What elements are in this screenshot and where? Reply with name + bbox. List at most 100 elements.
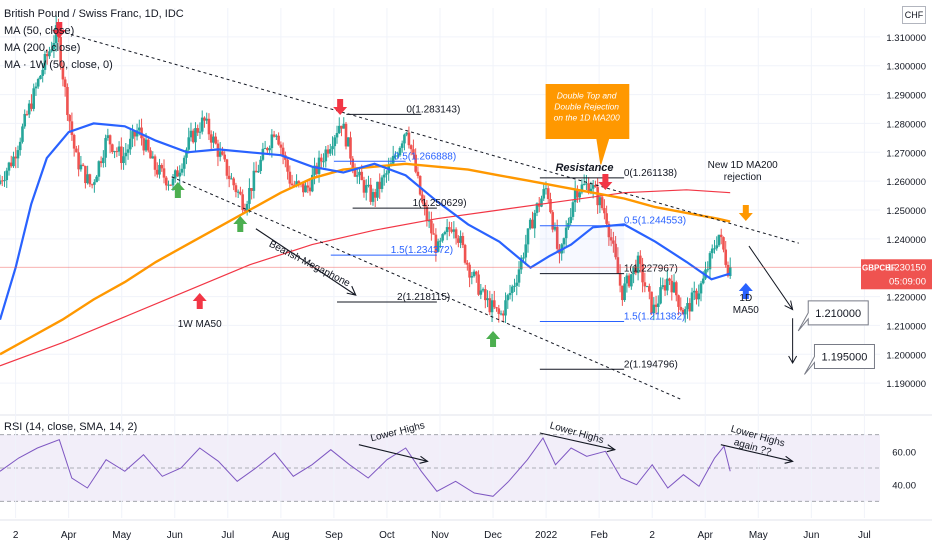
candle-body — [582, 183, 586, 185]
symbol-title: British Pound / Swiss Franc, 1D, IDC — [4, 8, 184, 20]
candle-body — [544, 188, 548, 190]
candle-body — [488, 298, 492, 313]
candle-body — [373, 192, 377, 198]
candle-body — [708, 253, 712, 270]
candle-body — [41, 69, 44, 76]
candle-body — [681, 309, 685, 315]
candle-body — [358, 171, 361, 176]
price-tick: 1.190000 — [886, 379, 926, 390]
candle-body — [111, 144, 114, 153]
candle-body — [436, 241, 440, 252]
candle-body — [129, 138, 132, 150]
candle-body — [378, 181, 382, 189]
legend-ma50: MA (50, close) — [4, 25, 75, 37]
candle-body — [454, 229, 458, 239]
candle-body — [295, 181, 298, 186]
candle-body — [346, 137, 350, 147]
candle-body — [164, 177, 168, 186]
candle-body — [335, 133, 339, 138]
candle-body — [457, 238, 460, 243]
candle-body — [515, 282, 519, 286]
candle-body — [594, 185, 597, 188]
candle-body — [697, 293, 701, 300]
candle-body — [580, 184, 584, 193]
candle-body — [432, 233, 435, 235]
arrow-up-blue-1d — [738, 283, 753, 299]
last-price-tag — [861, 259, 932, 290]
candle-body — [535, 203, 539, 213]
candle-body — [587, 183, 590, 193]
candle-body — [317, 157, 321, 174]
candle-body — [203, 117, 206, 121]
candle-body — [39, 75, 42, 80]
candle-body — [90, 184, 94, 186]
arrow-down-red — [333, 99, 348, 115]
candle-body — [728, 267, 732, 277]
candle-body — [683, 309, 687, 315]
candle-body — [699, 283, 703, 294]
ma-200-line — [0, 162, 731, 356]
candle-body — [513, 285, 516, 287]
candle-body — [666, 278, 669, 291]
candle-body — [243, 209, 247, 212]
candle-body — [221, 151, 224, 155]
candle-body — [99, 161, 103, 164]
candle-body — [414, 154, 417, 172]
arrow-down-orange — [738, 205, 753, 221]
candle-body — [690, 292, 694, 312]
candle-body — [715, 245, 719, 249]
candle-body — [632, 266, 635, 275]
arrow-up-green — [486, 331, 501, 347]
candle-body — [425, 206, 429, 221]
candle-body — [528, 219, 532, 229]
candle-body — [230, 178, 233, 180]
candle-body — [650, 291, 653, 314]
candle-body — [196, 128, 200, 133]
candle-body — [171, 178, 175, 186]
candle-body — [448, 227, 451, 230]
candle-body — [645, 286, 649, 288]
candle-body — [614, 243, 617, 258]
fib-label: 1.5(1.234372) — [391, 245, 453, 256]
candle-body — [569, 216, 572, 223]
candle-body — [59, 36, 62, 67]
candle-body — [25, 113, 29, 115]
candle-body — [340, 125, 343, 129]
candle-body — [517, 269, 521, 283]
candle-body — [713, 248, 716, 250]
candle-body — [23, 113, 27, 127]
candle-body — [504, 300, 507, 316]
candle-body — [549, 199, 552, 213]
time-tick: Nov — [431, 530, 449, 541]
candle-body — [176, 170, 179, 177]
candle-body — [236, 191, 240, 193]
time-tick: Apr — [697, 530, 713, 541]
candle-body — [212, 136, 215, 143]
candle-body — [5, 170, 9, 181]
rsi-arrow-head — [419, 455, 429, 464]
candle-body — [68, 115, 71, 122]
time-tick: 2022 — [535, 530, 558, 541]
candle-body — [380, 177, 384, 189]
currency-badge[interactable]: CHF — [902, 6, 926, 24]
candlestick-series — [0, 15, 732, 323]
arrow-up-green — [170, 182, 185, 198]
candle-body — [18, 141, 22, 151]
candle-body — [162, 168, 166, 178]
legend-ma200: MA (200, close) — [4, 42, 81, 54]
time-tick: Aug — [272, 530, 290, 541]
callout-text: Double Rejection — [554, 101, 619, 111]
candle-body — [726, 264, 730, 277]
candle-body — [326, 149, 330, 154]
candle-body — [126, 149, 130, 153]
candle-body — [178, 172, 182, 177]
candle-body — [9, 162, 13, 167]
candle-body — [268, 148, 271, 151]
target-label: 1.210000 — [815, 308, 861, 320]
candle-body — [218, 151, 222, 157]
fib-label: 0.5(1.266888) — [394, 151, 456, 162]
candle-body — [376, 181, 379, 198]
candle-body — [661, 285, 665, 288]
candle-body — [443, 232, 447, 235]
